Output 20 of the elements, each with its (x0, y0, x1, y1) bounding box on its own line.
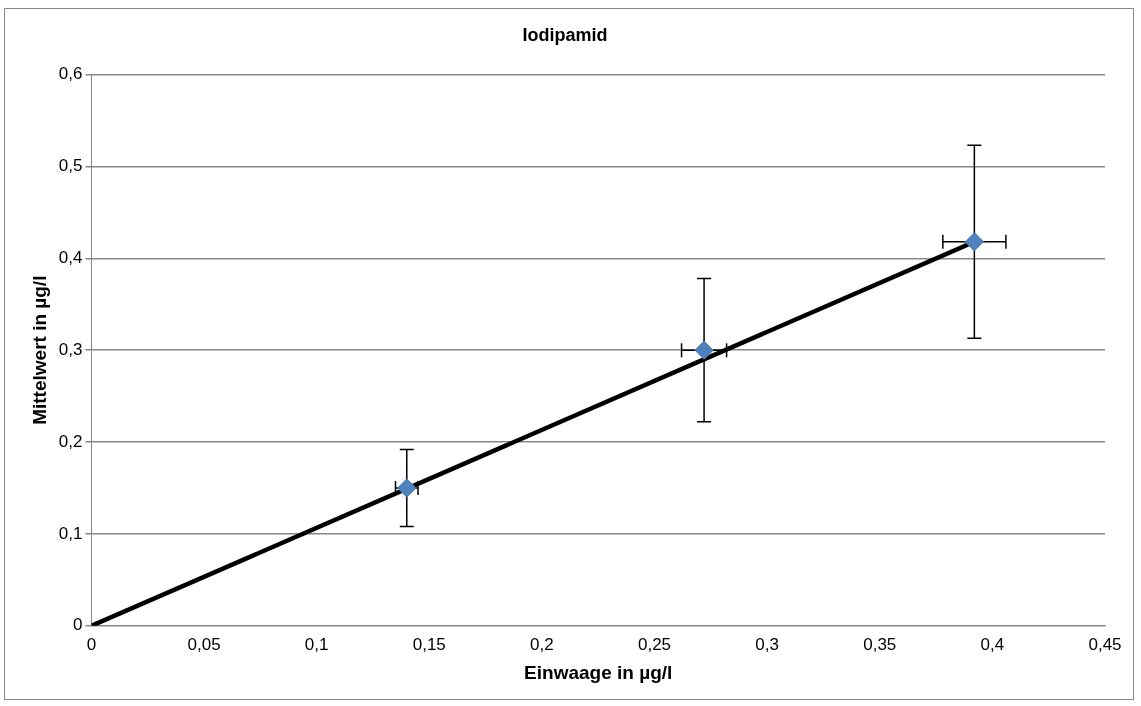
y-tick-label: 0,5 (58, 156, 83, 176)
x-tick-label: 0,45 (1088, 634, 1122, 654)
y-tick-label: 0,6 (58, 64, 83, 84)
x-tick-label: 0,4 (980, 634, 1005, 654)
y-tick-label: 0,3 (58, 339, 83, 359)
x-tick-label: 0,05 (187, 634, 221, 654)
x-axis-title: Einwaage in µg/l (524, 661, 673, 683)
y-tick-label: 0,4 (58, 248, 83, 268)
chart-title: Iodipamid (522, 24, 608, 45)
x-tick-label: 0,15 (412, 634, 446, 654)
y-tick-label: 0,2 (58, 431, 83, 451)
x-tick-label: 0,3 (755, 634, 779, 654)
x-tick-label: 0 (86, 634, 97, 654)
x-tick-label: 0,25 (637, 634, 672, 654)
x-tick-label: 0,35 (863, 634, 897, 654)
y-axis-title: Mittelwert in µg/l (28, 275, 50, 425)
x-tick-label: 0,1 (304, 634, 329, 654)
y-tick-label: 0 (72, 615, 83, 635)
y-tick-label: 0,1 (58, 523, 83, 543)
x-tick-label: 0,2 (530, 634, 554, 654)
